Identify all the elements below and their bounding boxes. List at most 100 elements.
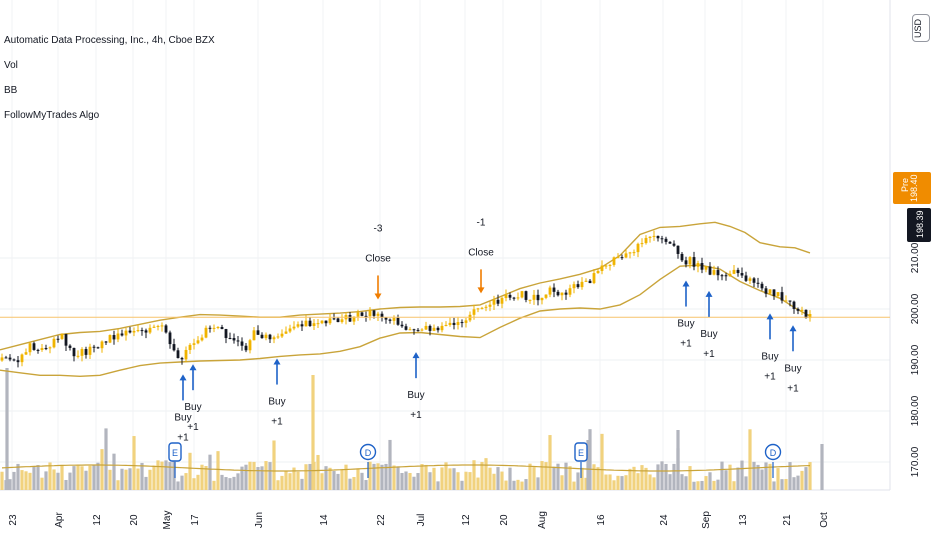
volume-bar xyxy=(304,464,308,490)
dividend-marker[interactable]: D xyxy=(764,443,782,479)
volume-bar xyxy=(668,474,672,490)
candle-body xyxy=(756,282,760,284)
bollinger-bands xyxy=(0,221,811,378)
volume-bar xyxy=(224,477,228,490)
candle-body xyxy=(408,329,412,331)
candle-body xyxy=(596,270,600,274)
volume-bar xyxy=(480,461,484,490)
legend-item-algo[interactable]: FollowMyTrades Algo xyxy=(4,110,100,121)
candle-body xyxy=(464,320,468,323)
candle-body xyxy=(580,281,584,288)
time-tick-label: 13 xyxy=(738,514,749,526)
dividend-marker[interactable]: D xyxy=(359,443,377,479)
volume-bar xyxy=(552,466,556,490)
candle-body xyxy=(460,322,464,324)
volume-bar xyxy=(436,481,440,490)
candle-body xyxy=(48,347,52,349)
candle-body xyxy=(4,357,8,359)
candle-body xyxy=(636,243,640,253)
close-label: -3 xyxy=(374,223,383,234)
volume-bar xyxy=(220,474,224,490)
volume-bar xyxy=(692,481,696,490)
volume-bar xyxy=(248,461,252,490)
volume-bar xyxy=(160,461,164,490)
volume-bar xyxy=(736,467,740,490)
candle-body xyxy=(36,349,40,351)
volume-bar xyxy=(760,469,764,490)
volume-bar xyxy=(40,477,44,490)
candle-body xyxy=(284,331,288,334)
candle-body xyxy=(92,346,96,348)
volume-bar xyxy=(48,462,52,490)
event-label: D xyxy=(770,448,777,458)
volume-bar xyxy=(28,472,32,490)
legend-item-vol[interactable]: Vol xyxy=(4,60,18,71)
volume-bar xyxy=(600,433,604,490)
candle-body xyxy=(224,329,228,338)
candle-body xyxy=(20,354,24,363)
candle-body xyxy=(108,335,112,343)
volume-bar xyxy=(272,440,276,490)
close-label: Close xyxy=(468,247,494,258)
time-tick-label: 12 xyxy=(92,514,103,526)
candle-body xyxy=(60,334,64,339)
volume-bar xyxy=(500,471,504,490)
volume-bar xyxy=(152,465,156,490)
earnings-marker[interactable]: E xyxy=(168,442,182,478)
candle-body xyxy=(12,359,16,361)
candle-body xyxy=(536,294,540,301)
price-axis[interactable]: 210.00 200.00 190.00 180.00 170.00 xyxy=(910,242,921,477)
time-tick-label: Oct xyxy=(819,512,830,528)
volume-bar xyxy=(628,468,632,490)
volume-bar xyxy=(112,453,116,490)
earnings-marker[interactable]: E xyxy=(574,442,588,478)
time-axis[interactable]: 23 Apr 12 20 May 17 Jun 14 22 Jul 12 20 Aug 16 24 Sep 13… xyxy=(8,511,830,530)
candle-body xyxy=(808,314,812,319)
candle-body xyxy=(760,283,764,289)
candle-body xyxy=(432,327,436,331)
candle-body xyxy=(144,330,148,333)
volume-bar xyxy=(324,466,328,490)
candle-body xyxy=(212,327,216,329)
volume-bar xyxy=(300,478,304,490)
buy-label: +1 xyxy=(680,339,692,350)
candle-body xyxy=(496,299,500,304)
buy-arrowhead-icon xyxy=(789,325,797,332)
candle-body xyxy=(44,348,48,350)
dividend-icon xyxy=(359,443,377,461)
buy-label: +1 xyxy=(703,349,715,360)
volume-bar xyxy=(8,479,12,490)
buy-signal: Buy +1 xyxy=(174,374,192,443)
legend-item-bb[interactable]: BB xyxy=(4,85,18,96)
candle-body xyxy=(300,324,304,327)
volume-bar xyxy=(752,461,756,490)
candle-body xyxy=(776,292,780,296)
candle-body xyxy=(268,334,272,340)
volume-bar xyxy=(392,465,396,490)
candle-body xyxy=(400,324,404,327)
volume-bar xyxy=(724,470,728,490)
currency-label[interactable]: USD xyxy=(912,14,930,42)
volume-bar xyxy=(84,470,88,490)
candle-body xyxy=(316,323,320,325)
close-signal: -3 Close xyxy=(365,223,391,300)
candle-body xyxy=(308,320,312,327)
buy-arrowhead-icon xyxy=(189,364,197,371)
volume-bar xyxy=(456,472,460,490)
volume-bar xyxy=(128,468,132,490)
candle-body xyxy=(68,345,72,348)
volume-bar xyxy=(700,480,704,490)
volume-bar xyxy=(156,460,160,490)
volume-bar xyxy=(336,473,340,490)
volume-bar xyxy=(612,480,616,490)
candle-body xyxy=(644,237,648,244)
buy-label: +1 xyxy=(764,371,776,382)
volume-bar xyxy=(768,463,772,490)
candle-body xyxy=(52,338,56,348)
buy-signal: Buy +1 xyxy=(268,358,286,428)
volume-bar xyxy=(256,467,260,490)
candle-body xyxy=(692,257,696,267)
symbol-title[interactable]: Automatic Data Processing, Inc., 4h, Cbo… xyxy=(4,35,215,46)
